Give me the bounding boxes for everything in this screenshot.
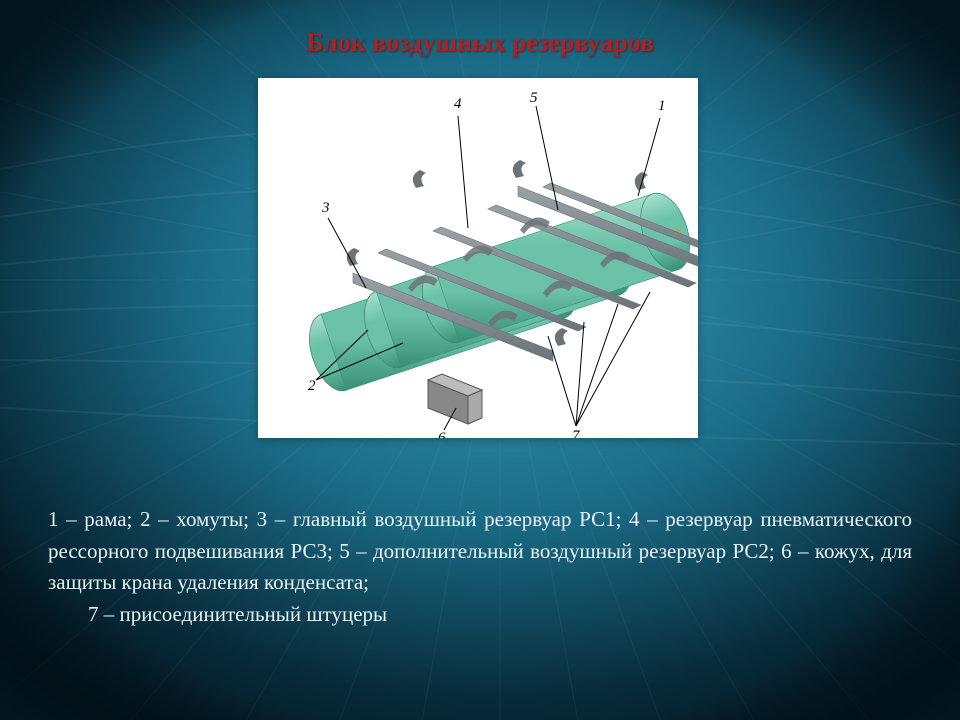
svg-text:7: 7 <box>572 428 581 438</box>
svg-text:4: 4 <box>454 96 462 112</box>
figure-caption: 1 – рама; 2 – хомуты; 3 – главный воздуш… <box>48 504 912 630</box>
svg-text:5: 5 <box>530 90 538 106</box>
caption-line-1: 1 – рама; 2 – хомуты; 3 – главный воздуш… <box>48 507 912 594</box>
svg-text:6: 6 <box>438 430 446 438</box>
svg-text:1: 1 <box>658 98 666 114</box>
slide-title: Блок воздушных резервуаров <box>0 28 960 58</box>
svg-text:2: 2 <box>308 378 316 394</box>
svg-text:3: 3 <box>321 200 330 216</box>
caption-line-2: 7 – присоединительный штуцеры <box>88 602 387 626</box>
technical-figure: 1 2 3 4 5 6 7 <box>258 78 698 438</box>
